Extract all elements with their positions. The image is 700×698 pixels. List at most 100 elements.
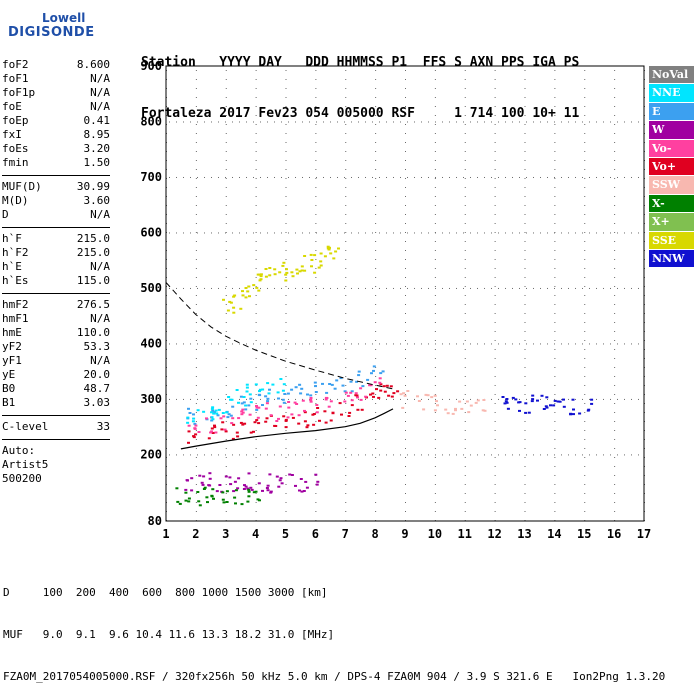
echo-point-w xyxy=(316,480,320,483)
grid-dot xyxy=(575,232,576,234)
echo-point-nne xyxy=(282,383,286,386)
echo-point-vo- xyxy=(344,391,348,394)
grid-dot xyxy=(524,232,526,233)
grid-dot xyxy=(285,367,287,368)
grid-dot xyxy=(255,286,257,287)
echo-point-vo- xyxy=(284,418,288,421)
echo-point-sse xyxy=(309,253,313,256)
grid-dot xyxy=(225,106,227,107)
grid-dot xyxy=(505,454,506,456)
grid-dot xyxy=(218,232,219,234)
grid-dot xyxy=(365,454,366,456)
echo-point-sse xyxy=(337,247,340,250)
echo-point-sse xyxy=(256,273,260,276)
grid-dot xyxy=(211,343,212,345)
grid-dot xyxy=(344,176,345,178)
echo-point-ssw xyxy=(422,408,426,411)
grid-dot xyxy=(631,121,632,123)
grid-dot xyxy=(285,97,287,98)
grid-dot xyxy=(195,232,197,233)
grid-dot xyxy=(638,398,639,400)
echo-point-vo- xyxy=(309,397,313,399)
grid-dot xyxy=(526,398,527,400)
grid-dot xyxy=(526,454,527,456)
param-label: foEs xyxy=(2,142,29,155)
grid-dot xyxy=(575,121,576,123)
grid-dot xyxy=(255,70,257,71)
grid-dot xyxy=(315,502,317,503)
echo-point-w xyxy=(208,472,212,475)
echo-point-vo- xyxy=(309,399,313,401)
grid-dot xyxy=(386,454,387,456)
grid-dot xyxy=(494,106,496,107)
grid-dot xyxy=(285,223,287,224)
grid-dot xyxy=(463,398,464,400)
grid-dot xyxy=(584,421,586,422)
param-row: h`F2 215.0 xyxy=(2,246,110,260)
grid-dot xyxy=(428,176,429,178)
grid-dot xyxy=(624,287,625,289)
lowell-digisonde-logo: Lowell DIGISONDE xyxy=(6,8,126,42)
grid-dot xyxy=(498,232,499,234)
grid-dot xyxy=(267,232,268,234)
param-value: N/A xyxy=(90,260,110,273)
echo-point-vo- xyxy=(385,384,389,387)
grid-dot xyxy=(195,358,197,359)
grid-dot xyxy=(375,187,377,188)
grid-dot xyxy=(498,121,499,123)
grid-dot xyxy=(491,176,492,178)
echo-point-e xyxy=(328,383,332,385)
grid-dot xyxy=(484,454,485,456)
grid-dot xyxy=(463,454,464,456)
grid-dot xyxy=(337,454,338,456)
grid-dot xyxy=(596,232,597,234)
echo-point-e xyxy=(277,397,280,400)
echo-point-ssw xyxy=(451,412,455,415)
grid-dot xyxy=(344,343,345,345)
grid-dot xyxy=(494,304,496,305)
param-extra-line: 500200 xyxy=(2,472,42,485)
echo-point-vo- xyxy=(359,387,363,390)
grid-dot xyxy=(428,343,429,345)
grid-dot xyxy=(281,232,282,234)
echo-point-w xyxy=(237,477,241,480)
echo-point-ssw xyxy=(433,409,437,412)
grid-dot xyxy=(614,322,616,323)
echo-point-vo- xyxy=(193,427,197,430)
grid-dot xyxy=(169,121,170,123)
grid-dot xyxy=(582,398,583,400)
grid-dot xyxy=(316,343,317,345)
grid-dot xyxy=(183,398,184,400)
grid-dot xyxy=(183,121,184,123)
grid-dot xyxy=(372,343,373,345)
echo-point-ssw xyxy=(424,393,428,396)
grid-dot xyxy=(519,343,520,345)
grid-dot xyxy=(345,340,347,341)
grid-dot xyxy=(434,430,436,431)
param-value: 0.41 xyxy=(83,114,111,127)
grid-dot xyxy=(582,343,583,345)
grid-dot xyxy=(554,151,556,152)
grid-dot xyxy=(434,394,436,395)
grid-dot xyxy=(470,121,471,123)
grid-dot xyxy=(584,97,586,98)
echo-point-e xyxy=(343,390,347,393)
echo-point-vo- xyxy=(368,384,372,387)
grid-dot xyxy=(323,232,324,234)
grid-dot xyxy=(442,454,443,456)
param-row: yE 20.0 xyxy=(2,368,110,382)
grid-dot xyxy=(365,176,366,178)
grid-dot xyxy=(345,484,347,485)
profile-trace-line xyxy=(180,408,394,450)
grid-dot xyxy=(246,121,247,123)
grid-dot xyxy=(464,322,466,323)
echo-point-vo- xyxy=(187,424,191,427)
grid-dot xyxy=(274,121,275,123)
grid-dot xyxy=(393,121,394,123)
grid-dot xyxy=(195,295,197,296)
param-value: N/A xyxy=(90,100,110,113)
x-tick-label: 12 xyxy=(487,527,501,541)
grid-dot xyxy=(554,133,556,134)
grid-dot xyxy=(285,322,287,323)
param-value: N/A xyxy=(90,312,110,325)
